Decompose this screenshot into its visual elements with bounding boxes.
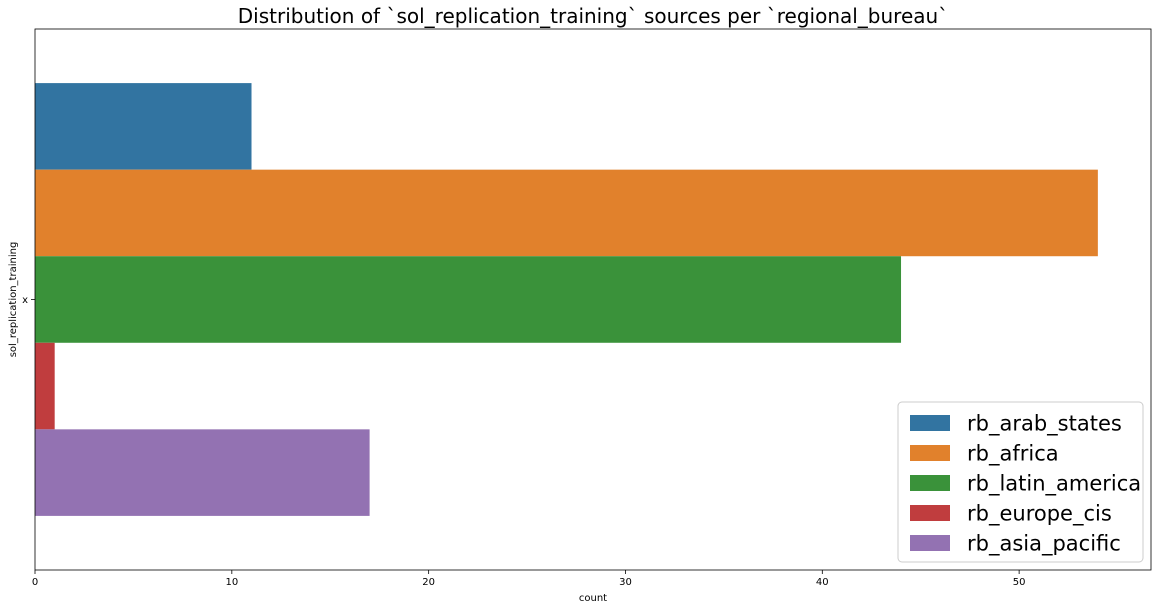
y-axis: x (22, 295, 35, 306)
legend-swatch-rb-arab-states (910, 415, 950, 431)
chart-title: Distribution of `sol_replication_trainin… (238, 4, 948, 28)
legend-label-rb-africa: rb_africa (967, 442, 1059, 467)
x-axis-label: count (579, 593, 607, 604)
legend: rb_arab_states rb_africa rb_latin_americar… (897, 401, 1144, 563)
y-tick-label: x (22, 295, 28, 306)
legend-box (897, 401, 1144, 563)
legend-label-rb-latin-america: rb_latin_america (967, 472, 1141, 497)
x-axis: 0 10 20 30 40 50 (32, 570, 1026, 588)
legend-swatch-rb-europe-cis (910, 505, 950, 521)
x-tick-label: 50 (1013, 577, 1026, 588)
legend-label-rb-arab-states: rb_arab_states (967, 412, 1122, 437)
y-axis-label: sol_replication_training (8, 242, 19, 358)
legend-swatch-rb-africa (910, 445, 950, 461)
bars-group (35, 83, 1098, 516)
x-tick-label: 10 (225, 577, 238, 588)
x-tick-label: 0 (32, 577, 38, 588)
bar-rb-asia-pacific (35, 429, 370, 516)
legend-swatch-rb-asia-pacific (910, 535, 950, 551)
bar-rb-africa (35, 169, 1098, 257)
x-tick-label: 20 (422, 577, 435, 588)
legend-label-rb-europe-cis: rb_europe_cis (967, 502, 1112, 527)
legend-swatch-rb-latin-america (910, 475, 950, 491)
x-tick-label: 30 (619, 577, 632, 588)
bar-rb-europe-cis (35, 342, 55, 430)
bar-rb-arab-states (35, 83, 252, 170)
legend-label-rb-asia-pacific: rb_asia_pacific (967, 532, 1121, 557)
bar-rb-latin-america (35, 256, 902, 343)
x-tick-label: 40 (816, 577, 829, 588)
